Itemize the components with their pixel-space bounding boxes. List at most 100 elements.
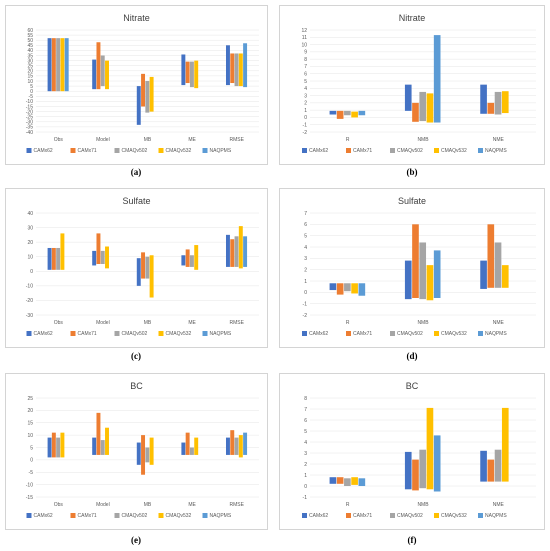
bar-cmaqv532-nmb [426, 407, 434, 490]
bar-camx62-nme [480, 84, 487, 114]
y-tick-label: 25 [27, 64, 33, 70]
legend-label: CAMx71 [78, 148, 97, 154]
bar-cmaqv502-nme [494, 449, 502, 482]
legend-label: CMAQv532 [441, 148, 467, 154]
legend-swatch [390, 148, 395, 153]
bar-cmaqv502-r [344, 283, 351, 292]
chart-panel-e: BC -15 -10 -5 0 5 10 15 20 25 Obs Model MB ME RMSE CAMx… [5, 373, 268, 530]
y-tick-label: 0 [30, 89, 33, 95]
bar-camx71-rmse [230, 53, 235, 84]
y-tick-label: 15 [27, 421, 33, 427]
bar-camx62-obs [47, 437, 52, 458]
chart-panel-d: Sulfate -2 -1 0 1 2 3 4 5 6 7 R NMB NME CAMx62 CAMx71 CM… [279, 188, 545, 348]
bar-camx62-rmse [225, 437, 230, 455]
bar-cmaqv532-rmse [238, 435, 243, 458]
y-tick-label: 2 [304, 101, 307, 107]
bar-cmaqv532-nmb [426, 93, 434, 123]
y-tick-label: 8 [304, 57, 307, 63]
legend-swatch [158, 148, 164, 153]
bar-cmaqv532-nme [501, 265, 509, 288]
y-tick-label: -20 [26, 109, 33, 115]
y-tick-label: 40 [27, 48, 33, 54]
bar-naqpms-nmb [433, 435, 441, 492]
bar-camx71-nme [487, 459, 495, 482]
y-tick-label: -35 [26, 125, 33, 131]
bar-cmaqv532-model [105, 246, 109, 269]
legend-swatch [346, 148, 351, 153]
panel-label-a: (a) [130, 167, 142, 177]
y-tick-label: 7 [304, 64, 307, 70]
bar-camx71-obs [51, 38, 56, 92]
x-category-label: NME [493, 137, 505, 143]
y-tick-label: 0 [304, 290, 307, 296]
legend-swatch [478, 148, 483, 153]
y-tick-label: 30 [27, 225, 33, 231]
legend-label: CMAQv502 [122, 148, 148, 154]
x-category-label: Model [96, 137, 110, 143]
y-tick-label: -10 [26, 482, 33, 488]
y-tick-label: 6 [304, 222, 307, 228]
bar-cmaqv502-r [344, 110, 351, 116]
y-tick-label: 11 [302, 35, 307, 41]
bar-cmaqv532-obs [60, 38, 65, 92]
chart-title: Nitrate [399, 13, 426, 23]
y-tick-label: -2 [303, 130, 308, 136]
chart-svg-f: BC -1 0 1 2 3 4 5 6 7 8 R NMB NME CAMx62 CAMx71 CMAQv502… [302, 381, 536, 519]
bar-camx62-mb [136, 442, 141, 465]
legend-label: CMAQv532 [441, 513, 467, 519]
bar-cmaqv502-nmb [419, 449, 427, 489]
bar-cmaqv532-nmb [426, 265, 434, 301]
bar-camx62-mb [136, 258, 141, 286]
x-category-label: Model [96, 502, 110, 508]
y-tick-label: 7 [304, 407, 307, 413]
y-tick-label: 5 [30, 445, 33, 451]
x-category-label: RMSE [229, 502, 244, 508]
bar-camx62-r [329, 283, 337, 291]
y-tick-label: -20 [26, 298, 33, 304]
legend-swatch [302, 148, 307, 153]
bar-camx62-nme [480, 260, 487, 289]
x-category-label: Obs [54, 320, 64, 326]
y-tick-label: 45 [27, 43, 33, 49]
bar-camx71-obs [51, 432, 56, 458]
y-tick-label: 6 [304, 72, 307, 78]
legend-swatch [434, 148, 439, 153]
y-tick-label: 3 [304, 93, 307, 99]
chart-panel-c: Sulfate -30 -20 -10 0 10 20 30 40 Obs Model MB ME RMS… [5, 188, 268, 348]
bar-naqpms-nmb [433, 35, 441, 123]
bar-camx62-me [181, 255, 186, 266]
y-tick-label: 4 [304, 245, 307, 251]
x-category-label: R [346, 320, 350, 326]
legend-swatch [202, 513, 208, 518]
y-tick-label: -40 [26, 130, 33, 136]
legend-swatch [114, 513, 120, 518]
x-category-label: NMB [417, 502, 429, 508]
chart-svg-d: Sulfate -2 -1 0 1 2 3 4 5 6 7 R NMB NME CAMx62 CAMx71 CM… [302, 196, 536, 337]
x-category-label: NME [493, 320, 505, 326]
legend-label: CAMx71 [353, 513, 372, 519]
y-tick-label: -2 [303, 313, 308, 319]
bar-camx71-me [185, 61, 190, 84]
bar-camx62-r [329, 110, 337, 115]
x-category-label: MB [144, 320, 152, 326]
bar-cmaqv532-mb [149, 76, 154, 112]
bar-camx62-r [329, 477, 337, 484]
panel-label-c: (c) [131, 351, 141, 361]
bar-cmaqv532-me [194, 437, 199, 455]
x-category-label: ME [188, 502, 196, 508]
y-tick-label: 6 [304, 418, 307, 424]
y-tick-label: 2 [304, 267, 307, 273]
legend-label: NAQPMS [485, 513, 507, 519]
legend-swatch [70, 148, 76, 153]
legend-label: CAMx62 [309, 148, 328, 154]
y-tick-label: -30 [26, 313, 33, 319]
legend-label: CAMx71 [353, 331, 372, 337]
chart-title: BC [406, 381, 419, 391]
bar-cmaqv502-mb [145, 256, 150, 279]
bar-cmaqv502-rmse [234, 236, 239, 267]
chart-panel-a: Nitrate -40 -35 -30 -25 -20 -15 -10 -5 0 5 10 15 20 25… [5, 5, 268, 165]
y-tick-label: 2 [304, 462, 307, 468]
y-tick-label: -1 [303, 301, 308, 307]
bar-cmaqv502-model [100, 250, 105, 264]
bar-cmaqv532-nme [501, 91, 509, 114]
